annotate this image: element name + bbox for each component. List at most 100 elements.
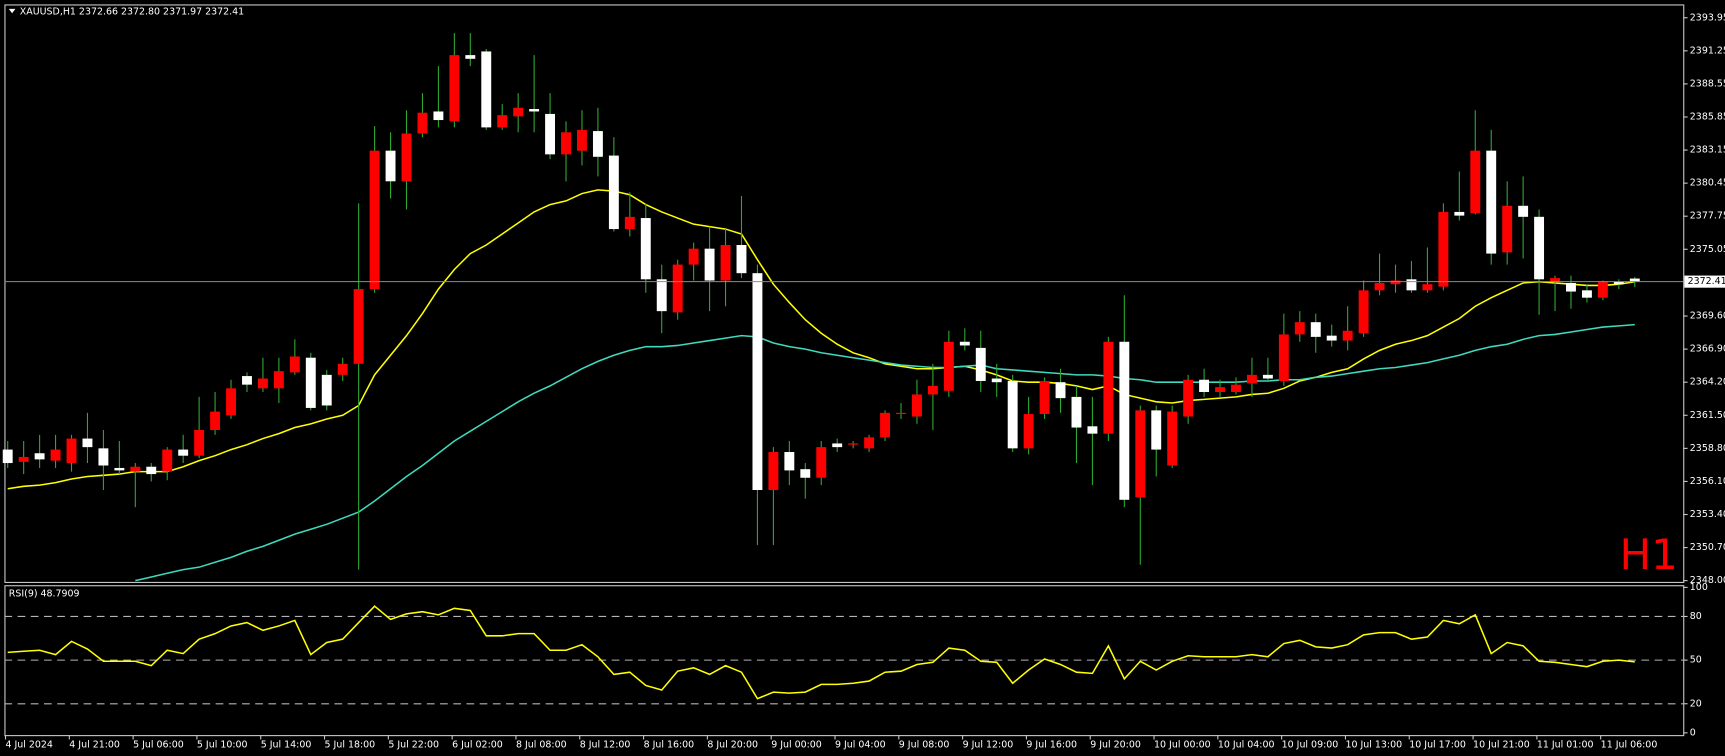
y-tick-label: 80 (1690, 611, 1702, 622)
candle-body (497, 115, 508, 128)
candle-body (481, 51, 492, 128)
timeframe-annotation: H1 (1620, 530, 1678, 579)
y-tick-label: 2383.15 (1690, 145, 1725, 156)
x-tick-label: 4 Jul 2024 (6, 739, 53, 750)
candle-body (1310, 322, 1321, 337)
candle-body (1151, 410, 1162, 450)
candle-body (50, 449, 61, 461)
candle-body (1470, 150, 1481, 214)
candle-body (433, 111, 444, 121)
candle-body (608, 155, 619, 230)
candle-body (640, 218, 651, 280)
y-tick-label: 50 (1690, 655, 1702, 666)
candle-body (1071, 396, 1082, 428)
candle-body (720, 244, 731, 281)
candle-body (943, 341, 954, 391)
candle-body (1406, 279, 1417, 291)
y-tick-label: 2366.90 (1690, 344, 1725, 355)
candle-body (449, 55, 460, 122)
candle-body (832, 443, 843, 448)
candle-body (864, 437, 875, 449)
y-tick-label: 2356.10 (1690, 476, 1725, 487)
candle-body (1199, 379, 1210, 393)
menu-triangle[interactable] (8, 8, 16, 14)
candle-body (257, 378, 268, 389)
y-tick-label: 2361.50 (1690, 410, 1725, 421)
candle-body (401, 133, 412, 182)
candle-body (672, 264, 683, 313)
candle-body (880, 412, 891, 438)
candle-body (991, 378, 1002, 383)
candle-body (321, 374, 332, 406)
rsi-title: RSI(9) 48.7909 (9, 588, 80, 599)
candle-body (529, 109, 540, 112)
candle-body (1502, 205, 1513, 253)
y-tick-label: 2369.60 (1690, 311, 1725, 322)
candle-body (1039, 380, 1050, 415)
candle-body (18, 456, 29, 462)
candle-body (1262, 374, 1273, 379)
x-tick-label: 5 Jul 10:00 (197, 739, 248, 750)
candle-body (1438, 211, 1449, 287)
candle-body (592, 131, 603, 157)
x-tick-label: 9 Jul 00:00 (771, 739, 822, 750)
candle-body (66, 438, 77, 464)
y-tick-label: 2393.95 (1690, 12, 1725, 23)
candle-body (289, 356, 300, 373)
candle-body (1215, 387, 1225, 393)
candle-body (1422, 284, 1433, 291)
candle-body (688, 248, 699, 265)
candle-body (768, 452, 779, 491)
candle-body (98, 448, 109, 466)
candle-body (1023, 414, 1034, 449)
candle-body (1342, 330, 1353, 341)
candle-body (1326, 335, 1337, 341)
y-tick-label: 2358.80 (1690, 443, 1725, 454)
candle-body (162, 449, 173, 472)
y-tick-label: 2380.45 (1690, 178, 1725, 189)
x-tick-label: 9 Jul 16:00 (1026, 739, 1077, 750)
x-tick-label: 5 Jul 22:00 (388, 739, 439, 750)
candle-body (927, 385, 938, 395)
x-tick-label: 10 Jul 21:00 (1473, 739, 1530, 750)
candle-body (130, 466, 141, 472)
candle-body (1358, 290, 1369, 334)
candle-body (1454, 211, 1465, 216)
x-tick-label: 5 Jul 14:00 (261, 739, 312, 750)
candle-body (975, 347, 986, 381)
candle-body (82, 438, 93, 448)
x-tick-label: 10 Jul 17:00 (1409, 739, 1466, 750)
candle-body (1581, 290, 1592, 298)
candle-body (353, 289, 364, 364)
candle-body (816, 447, 827, 478)
y-tick-label: 2364.20 (1690, 377, 1725, 388)
candle-body (1119, 341, 1130, 500)
x-tick-label: 11 Jul 06:00 (1601, 739, 1658, 750)
candle-body (1550, 278, 1560, 282)
y-tick-label: 2391.25 (1690, 45, 1725, 56)
candle-body (1167, 411, 1178, 466)
y-tick-label: 0 (1690, 727, 1696, 738)
price-tag (1684, 275, 1725, 288)
moving-average (7, 189, 1635, 490)
candle-body (305, 357, 316, 408)
candle-body (848, 443, 859, 445)
x-tick-label: 9 Jul 04:00 (835, 739, 886, 750)
y-tick-label: 2388.55 (1690, 78, 1725, 89)
candle-body (1007, 380, 1018, 449)
candle-body (800, 469, 811, 478)
candle-body (561, 132, 571, 155)
candle-body (1597, 281, 1608, 298)
chart-title: XAUUSD,H1 2372.66 2372.80 2371.97 2372.4… (20, 7, 244, 18)
x-tick-label: 8 Jul 20:00 (707, 739, 758, 750)
candle-body (545, 113, 556, 155)
candle-body (1566, 282, 1576, 292)
price-tag-label: 2372.41 (1688, 276, 1725, 287)
x-tick-label: 9 Jul 12:00 (963, 739, 1014, 750)
candle-body (1534, 216, 1545, 280)
candle-body (624, 216, 635, 230)
candle-body (1135, 410, 1146, 498)
x-tick-label: 6 Jul 02:00 (452, 739, 503, 750)
y-tick-label: 2377.75 (1690, 211, 1725, 222)
y-tick-label: 2350.70 (1690, 542, 1725, 553)
